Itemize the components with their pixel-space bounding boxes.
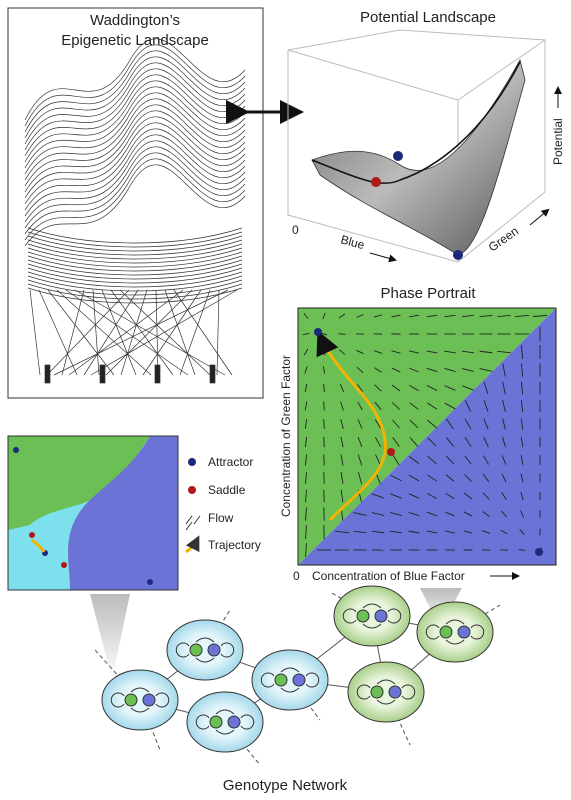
axis-arrow (370, 253, 395, 260)
genotype-cell (187, 692, 263, 752)
attractor-dot (453, 250, 463, 260)
sketch-peg (100, 365, 105, 383)
panel-title: Potential Landscape (360, 9, 496, 26)
legend-label: Trajectory (208, 538, 261, 552)
gene-node (208, 644, 220, 656)
sketch-peg (210, 365, 215, 383)
genotype-cell (167, 620, 243, 680)
saddle-dot (61, 562, 67, 568)
legend-label: Flow (208, 511, 234, 525)
waddington-title: Waddington’s (90, 12, 180, 29)
x-axis-label: Concentration of Blue Factor (312, 569, 465, 583)
gene-node (143, 694, 155, 706)
flow-arrow (324, 454, 325, 465)
axis-arrow (530, 210, 548, 225)
saddle-dot (387, 448, 395, 456)
potential-surface (312, 60, 525, 255)
y-axis-label: Concentration of Green Factor (279, 355, 293, 517)
legend-marker (186, 516, 200, 530)
flow-arrow (324, 437, 325, 447)
saddle-dot (371, 177, 381, 187)
waddington-frame (8, 8, 263, 398)
legend-marker (188, 458, 196, 466)
legend-label: Attractor (208, 455, 253, 469)
legend-label: Saddle (208, 483, 246, 497)
gene-node (371, 686, 383, 698)
attractor-dot (314, 328, 322, 336)
attractor-dot (393, 151, 403, 161)
saddle-dot (29, 532, 35, 538)
figure: Waddington’s Epigenetic Landscape Potent… (0, 0, 571, 800)
panel-title: Phase Portrait (380, 285, 476, 302)
legend-marker (186, 538, 198, 552)
origin-label: 0 (293, 569, 300, 583)
flow-arrow (339, 334, 346, 335)
genotype-cell (334, 586, 410, 646)
axis-label: Potential (551, 118, 565, 165)
gene-node (375, 610, 387, 622)
sketch-peg (155, 365, 160, 383)
gene-node (275, 674, 287, 686)
waddington-title: Epigenetic Landscape (61, 32, 209, 49)
gene-node (357, 610, 369, 622)
attractor-dot (535, 548, 543, 556)
gene-node (190, 644, 202, 656)
genotype-cell (348, 662, 424, 722)
gene-node (389, 686, 401, 698)
gene-node (458, 626, 470, 638)
legend-marker (188, 486, 196, 494)
genotype-cell (102, 670, 178, 730)
axis-label: Green (486, 224, 521, 255)
gene-node (293, 674, 305, 686)
attractor-dot (13, 447, 19, 453)
genotype-cell (252, 650, 328, 710)
attractor-dot (147, 579, 153, 585)
genotype-network (95, 586, 500, 765)
sketch-peg (45, 365, 50, 383)
network-title: Genotype Network (223, 777, 348, 794)
gene-node (210, 716, 222, 728)
flow-arrow (324, 419, 325, 429)
gene-node (440, 626, 452, 638)
gene-node (228, 716, 240, 728)
genotype-cell (417, 602, 493, 662)
origin-label: 0 (292, 223, 299, 237)
gene-node (125, 694, 137, 706)
